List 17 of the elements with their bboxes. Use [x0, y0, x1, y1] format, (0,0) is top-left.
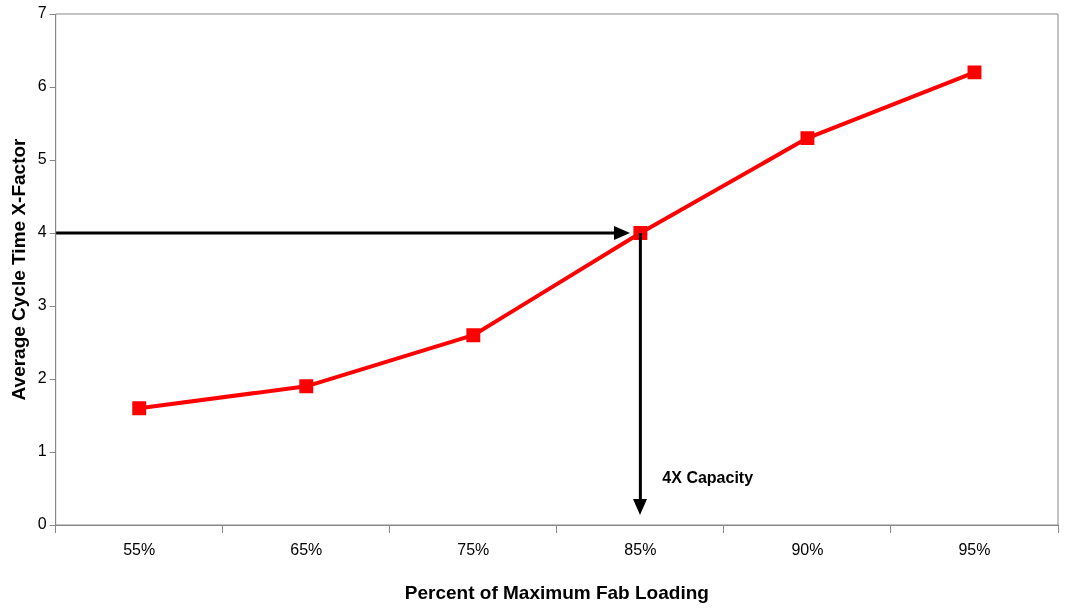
x-tick-label: 95% — [958, 541, 991, 559]
x-tick-label: 65% — [290, 541, 323, 559]
x-tick-label: 90% — [791, 541, 824, 559]
x-axis-title: Percent of Maximum Fab Loading — [404, 581, 709, 603]
y-axis-title: Average Cycle Time X-Factor — [7, 137, 29, 401]
y-tick-label: 1 — [37, 442, 47, 460]
x-tick-label: 75% — [457, 541, 490, 559]
ref-line-label: 4X Capacity — [662, 469, 754, 487]
y-tick-label: 0 — [37, 515, 47, 533]
y-tick-label: 7 — [37, 4, 47, 22]
y-tick-label: 3 — [37, 296, 47, 314]
y-tick-label: 4 — [37, 223, 47, 241]
x-tick-label: 55% — [123, 541, 156, 559]
x-tick-label: 85% — [624, 541, 657, 559]
y-tick-label: 5 — [37, 150, 47, 168]
y-tick-label: 6 — [37, 77, 47, 95]
y-tick-label: 2 — [37, 369, 47, 387]
